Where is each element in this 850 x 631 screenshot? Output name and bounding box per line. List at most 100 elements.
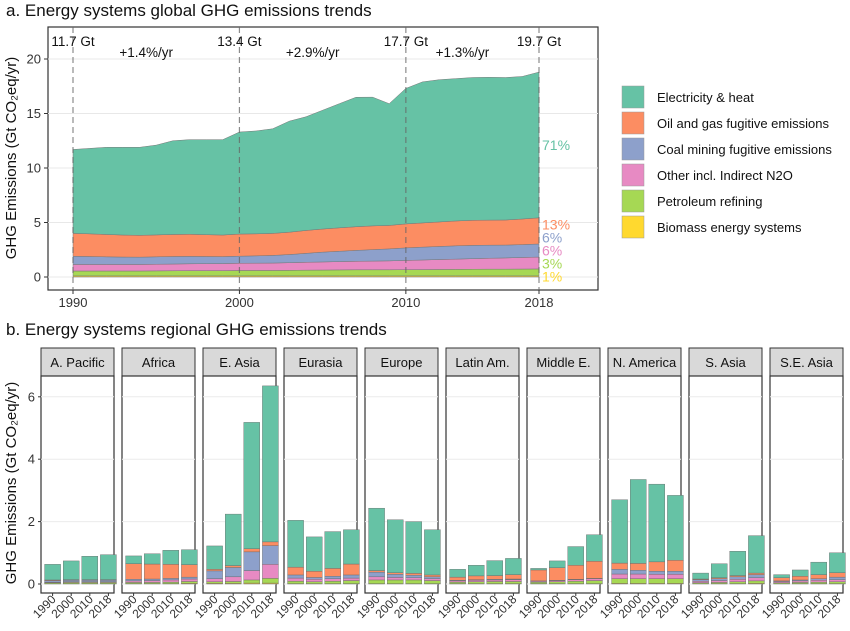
bar-segment-petroleum-refining bbox=[829, 581, 846, 584]
facet-strip bbox=[202, 347, 277, 377]
bar-2000 bbox=[143, 553, 161, 585]
bar-segment-petroleum-refining bbox=[206, 581, 223, 584]
bar-segment-other-incl-indirect-n2o bbox=[262, 564, 279, 579]
bar-2018 bbox=[424, 529, 441, 585]
share-label-petroleum-refining: 3% bbox=[542, 255, 562, 271]
bar-segment-petroleum-refining bbox=[810, 581, 827, 584]
bar-segment-electricity-heat bbox=[711, 563, 728, 578]
bar-segment-petroleum-refining bbox=[468, 581, 485, 584]
bar-segment-electricity-heat bbox=[63, 560, 80, 580]
bar-segment-electricity-heat bbox=[405, 521, 422, 574]
bar-segment-coal-mining-fugitive-emissions bbox=[306, 577, 323, 580]
bar-segment-coal-mining-fugitive-emissions bbox=[387, 574, 404, 578]
panel-a-vlines bbox=[72, 27, 540, 290]
bar-segment-electricity-heat bbox=[630, 479, 647, 564]
facet-strip-label: Europe bbox=[381, 355, 423, 370]
facet-strip-label: S.E. Asia bbox=[780, 355, 834, 370]
bar-segment-electricity-heat bbox=[667, 495, 684, 561]
bar-segment-coal-mining-fugitive-emissions bbox=[667, 571, 684, 575]
bar-segment-oil-and-gas-fugitive-emissions bbox=[343, 563, 360, 576]
bar-segment-coal-mining-fugitive-emissions bbox=[810, 578, 827, 581]
bar-segment-petroleum-refining bbox=[449, 581, 466, 584]
bar-segment-electricity-heat bbox=[143, 553, 161, 565]
bar-segment-oil-and-gas-fugitive-emissions bbox=[162, 564, 180, 579]
y-tick-label: 0 bbox=[34, 270, 41, 285]
y-tick-label: 0 bbox=[28, 577, 35, 592]
bar-segment-oil-and-gas-fugitive-emissions bbox=[630, 563, 647, 571]
bar-1990 bbox=[125, 555, 142, 585]
bar-segment-coal-mining-fugitive-emissions bbox=[829, 576, 846, 580]
bar-segment-other-incl-indirect-n2o bbox=[206, 578, 223, 583]
bar-segment-other-incl-indirect-n2o bbox=[287, 577, 304, 582]
bar-segment-oil-and-gas-fugitive-emissions bbox=[748, 572, 765, 575]
bar-2000 bbox=[63, 560, 80, 585]
bar-1990 bbox=[773, 574, 790, 585]
bar-segment-oil-and-gas-fugitive-emissions bbox=[206, 569, 223, 572]
bar-segment-electricity-heat bbox=[44, 564, 61, 581]
legend-label-oil-and-gas-fugitive-emissions: Oil and gas fugitive emissions bbox=[657, 116, 829, 131]
bar-segment-other-incl-indirect-n2o bbox=[143, 580, 161, 583]
bar-1990 bbox=[368, 507, 385, 585]
legend-swatch-oil-and-gas-fugitive-emissions bbox=[621, 111, 645, 135]
bar-segment-other-incl-indirect-n2o bbox=[792, 580, 809, 583]
bar-segment-petroleum-refining bbox=[567, 580, 584, 584]
bar-1990 bbox=[449, 569, 466, 585]
bar-segment-electricity-heat bbox=[567, 546, 584, 566]
bar-segment-coal-mining-fugitive-emissions bbox=[748, 574, 765, 578]
bar-segment-other-incl-indirect-n2o bbox=[586, 578, 603, 581]
bar-segment-other-incl-indirect-n2o bbox=[729, 579, 746, 583]
legend-swatch-coal-mining-fugitive-emissions bbox=[621, 137, 645, 161]
bar-2018 bbox=[505, 558, 522, 585]
bar-segment-coal-mining-fugitive-emissions bbox=[243, 551, 261, 571]
bar-segment-coal-mining-fugitive-emissions bbox=[611, 569, 628, 575]
bar-segment-coal-mining-fugitive-emissions bbox=[262, 545, 279, 565]
bar-segment-other-incl-indirect-n2o bbox=[486, 579, 503, 582]
bar-1990 bbox=[611, 499, 628, 585]
bar-segment-oil-and-gas-fugitive-emissions bbox=[324, 568, 341, 577]
facet-strip bbox=[283, 347, 358, 377]
bar-segment-oil-and-gas-fugitive-emissions bbox=[567, 565, 584, 580]
bar-segment-coal-mining-fugitive-emissions bbox=[224, 567, 242, 578]
total-label-1990: 11.7 Gt bbox=[51, 34, 95, 49]
y-tick-label: 6 bbox=[28, 389, 35, 404]
facet-strip-label: N. America bbox=[613, 355, 677, 370]
bar-2000 bbox=[549, 560, 566, 585]
total-label-2010: 17.7 Gt bbox=[384, 34, 429, 49]
facet-strip-label: Eurasia bbox=[298, 355, 343, 370]
bar-segment-coal-mining-fugitive-emissions bbox=[692, 579, 709, 582]
x-tick-label: 2018 bbox=[525, 295, 554, 310]
panel-a: 11.7 Gt 13.4 Gt 17.7 Gt 19.7 Gt +1.4%/yr +2.9… bbox=[3, 26, 599, 310]
bar-segment-petroleum-refining bbox=[324, 580, 341, 584]
legend-swatch-petroleum-refining bbox=[621, 189, 645, 213]
bar-segment-other-incl-indirect-n2o bbox=[162, 579, 180, 583]
bar-segment-electricity-heat bbox=[387, 519, 404, 573]
bar-segment-petroleum-refining bbox=[611, 578, 628, 584]
growth-label-2010-2018: +1.3%/yr bbox=[436, 45, 490, 60]
x-tick-label: 1990 bbox=[59, 295, 88, 310]
bar-segment-petroleum-refining bbox=[630, 578, 647, 584]
legend-label-coal-mining-fugitive-emissions: Coal mining fugitive emissions bbox=[657, 142, 832, 157]
legend-swatch-other-incl-indirect-n2o bbox=[621, 163, 645, 187]
bar-2018 bbox=[262, 385, 279, 585]
bar-segment-other-incl-indirect-n2o bbox=[343, 577, 360, 581]
share-label-biomass-energy-systems: 1% bbox=[542, 268, 562, 284]
bar-segment-petroleum-refining bbox=[586, 580, 603, 584]
bar-segment-oil-and-gas-fugitive-emissions bbox=[667, 560, 684, 572]
bar-segment-electricity-heat bbox=[748, 535, 765, 574]
bar-2018 bbox=[586, 534, 603, 585]
bar-segment-electricity-heat bbox=[206, 545, 223, 570]
facet-strip bbox=[688, 347, 763, 377]
bar-segment-other-incl-indirect-n2o bbox=[748, 577, 765, 582]
growth-label-2000-2010: +2.9%/yr bbox=[286, 45, 340, 60]
bar-segment-oil-and-gas-fugitive-emissions bbox=[468, 575, 485, 580]
bar-segment-electricity-heat bbox=[810, 561, 827, 575]
bar-segment-electricity-heat bbox=[792, 569, 809, 577]
facet-strip-label: Latin Am. bbox=[455, 355, 509, 370]
bar-2010 bbox=[243, 422, 261, 585]
y-tick-label: 10 bbox=[27, 161, 41, 176]
bar-2000 bbox=[387, 519, 404, 585]
bar-2010 bbox=[81, 556, 99, 585]
bar-2010 bbox=[648, 483, 665, 585]
share-label-other-incl-indirect-n2o: 6% bbox=[542, 242, 562, 258]
